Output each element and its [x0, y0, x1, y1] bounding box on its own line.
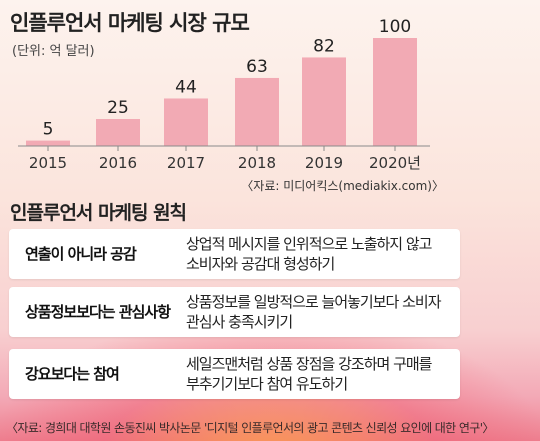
description-line: 세일즈맨처럼 상품 장점을 강조하며 구매를 [186, 355, 432, 373]
principle-row-2: 상품정보보다는 관심사항 상품정보를 일방적으로 늘어놓기보다 소비자 관심사 … [9, 287, 460, 337]
bar-2019 [302, 57, 346, 146]
principle-label: 강요보다는 참여 [25, 365, 120, 383]
bar-2018 [235, 77, 279, 146]
bar-chart: 5 25 44 63 82 100 2015 2016 2017 2018 2019 2020년 [18, 17, 430, 172]
chart-source: 〈자료: 미디어킥스(mediakix.com)〉 [241, 179, 444, 193]
description-line: 부추기기보다 참여 유도하기 [186, 375, 348, 393]
category-label: 2015 [29, 154, 67, 172]
category-label: 2020년 [369, 154, 421, 172]
category-label: 2019 [305, 154, 343, 172]
category-label: 2016 [99, 154, 137, 172]
bar-2016 [96, 119, 140, 146]
principle-row-3: 강요보다는 참여 세일즈맨처럼 상품 장점을 강조하며 구매를 부추기기보다 참… [9, 349, 460, 399]
principle-row-1: 연출이 아니라 공감 상업적 메시지를 인위적으로 노출하지 않고 소비자와 공… [9, 229, 460, 279]
value-label: 63 [246, 57, 268, 77]
bar-2015 [26, 140, 70, 146]
category-label: 2017 [167, 154, 205, 172]
bar-2017 [164, 98, 208, 146]
principle-label: 상품정보보다는 관심사항 [25, 303, 171, 321]
bar-2020년 [373, 38, 417, 146]
description-line: 소비자와 공감대 형성하기 [186, 255, 335, 273]
value-label: 82 [313, 36, 335, 56]
value-label: 5 [43, 120, 54, 140]
description-line: 상품정보를 일방적으로 늘어놓기보다 소비자 [186, 293, 442, 311]
description-line: 관심사 충족시키기 [186, 313, 293, 331]
value-label: 25 [107, 98, 129, 118]
principles-title: 인플루언서 마케팅 원칙 [10, 202, 187, 224]
value-label: 100 [379, 17, 411, 37]
chart-title: 인플루언서 마케팅 시장 규모 [10, 11, 250, 35]
category-label: 2018 [238, 154, 276, 172]
description-line: 상업적 메시지를 인위적으로 노출하지 않고 [186, 235, 432, 253]
bottom-source: 〈자료: 경희대 대학원 손동진씨 박사논문 '디지털 인플루언서의 광고 콘텐… [6, 421, 494, 435]
principle-description: 상품정보를 일방적으로 늘어놓기보다 소비자 관심사 충족시키기 [186, 292, 456, 332]
unit-label: (단위: 억 달러) [12, 44, 95, 59]
principle-label: 연출이 아니라 공감 [25, 245, 137, 263]
principle-description: 상업적 메시지를 인위적으로 노출하지 않고 소비자와 공감대 형성하기 [186, 234, 456, 274]
principle-description: 세일즈맨처럼 상품 장점을 강조하며 구매를 부추기기보다 참여 유도하기 [186, 354, 456, 394]
value-label: 44 [175, 77, 197, 97]
